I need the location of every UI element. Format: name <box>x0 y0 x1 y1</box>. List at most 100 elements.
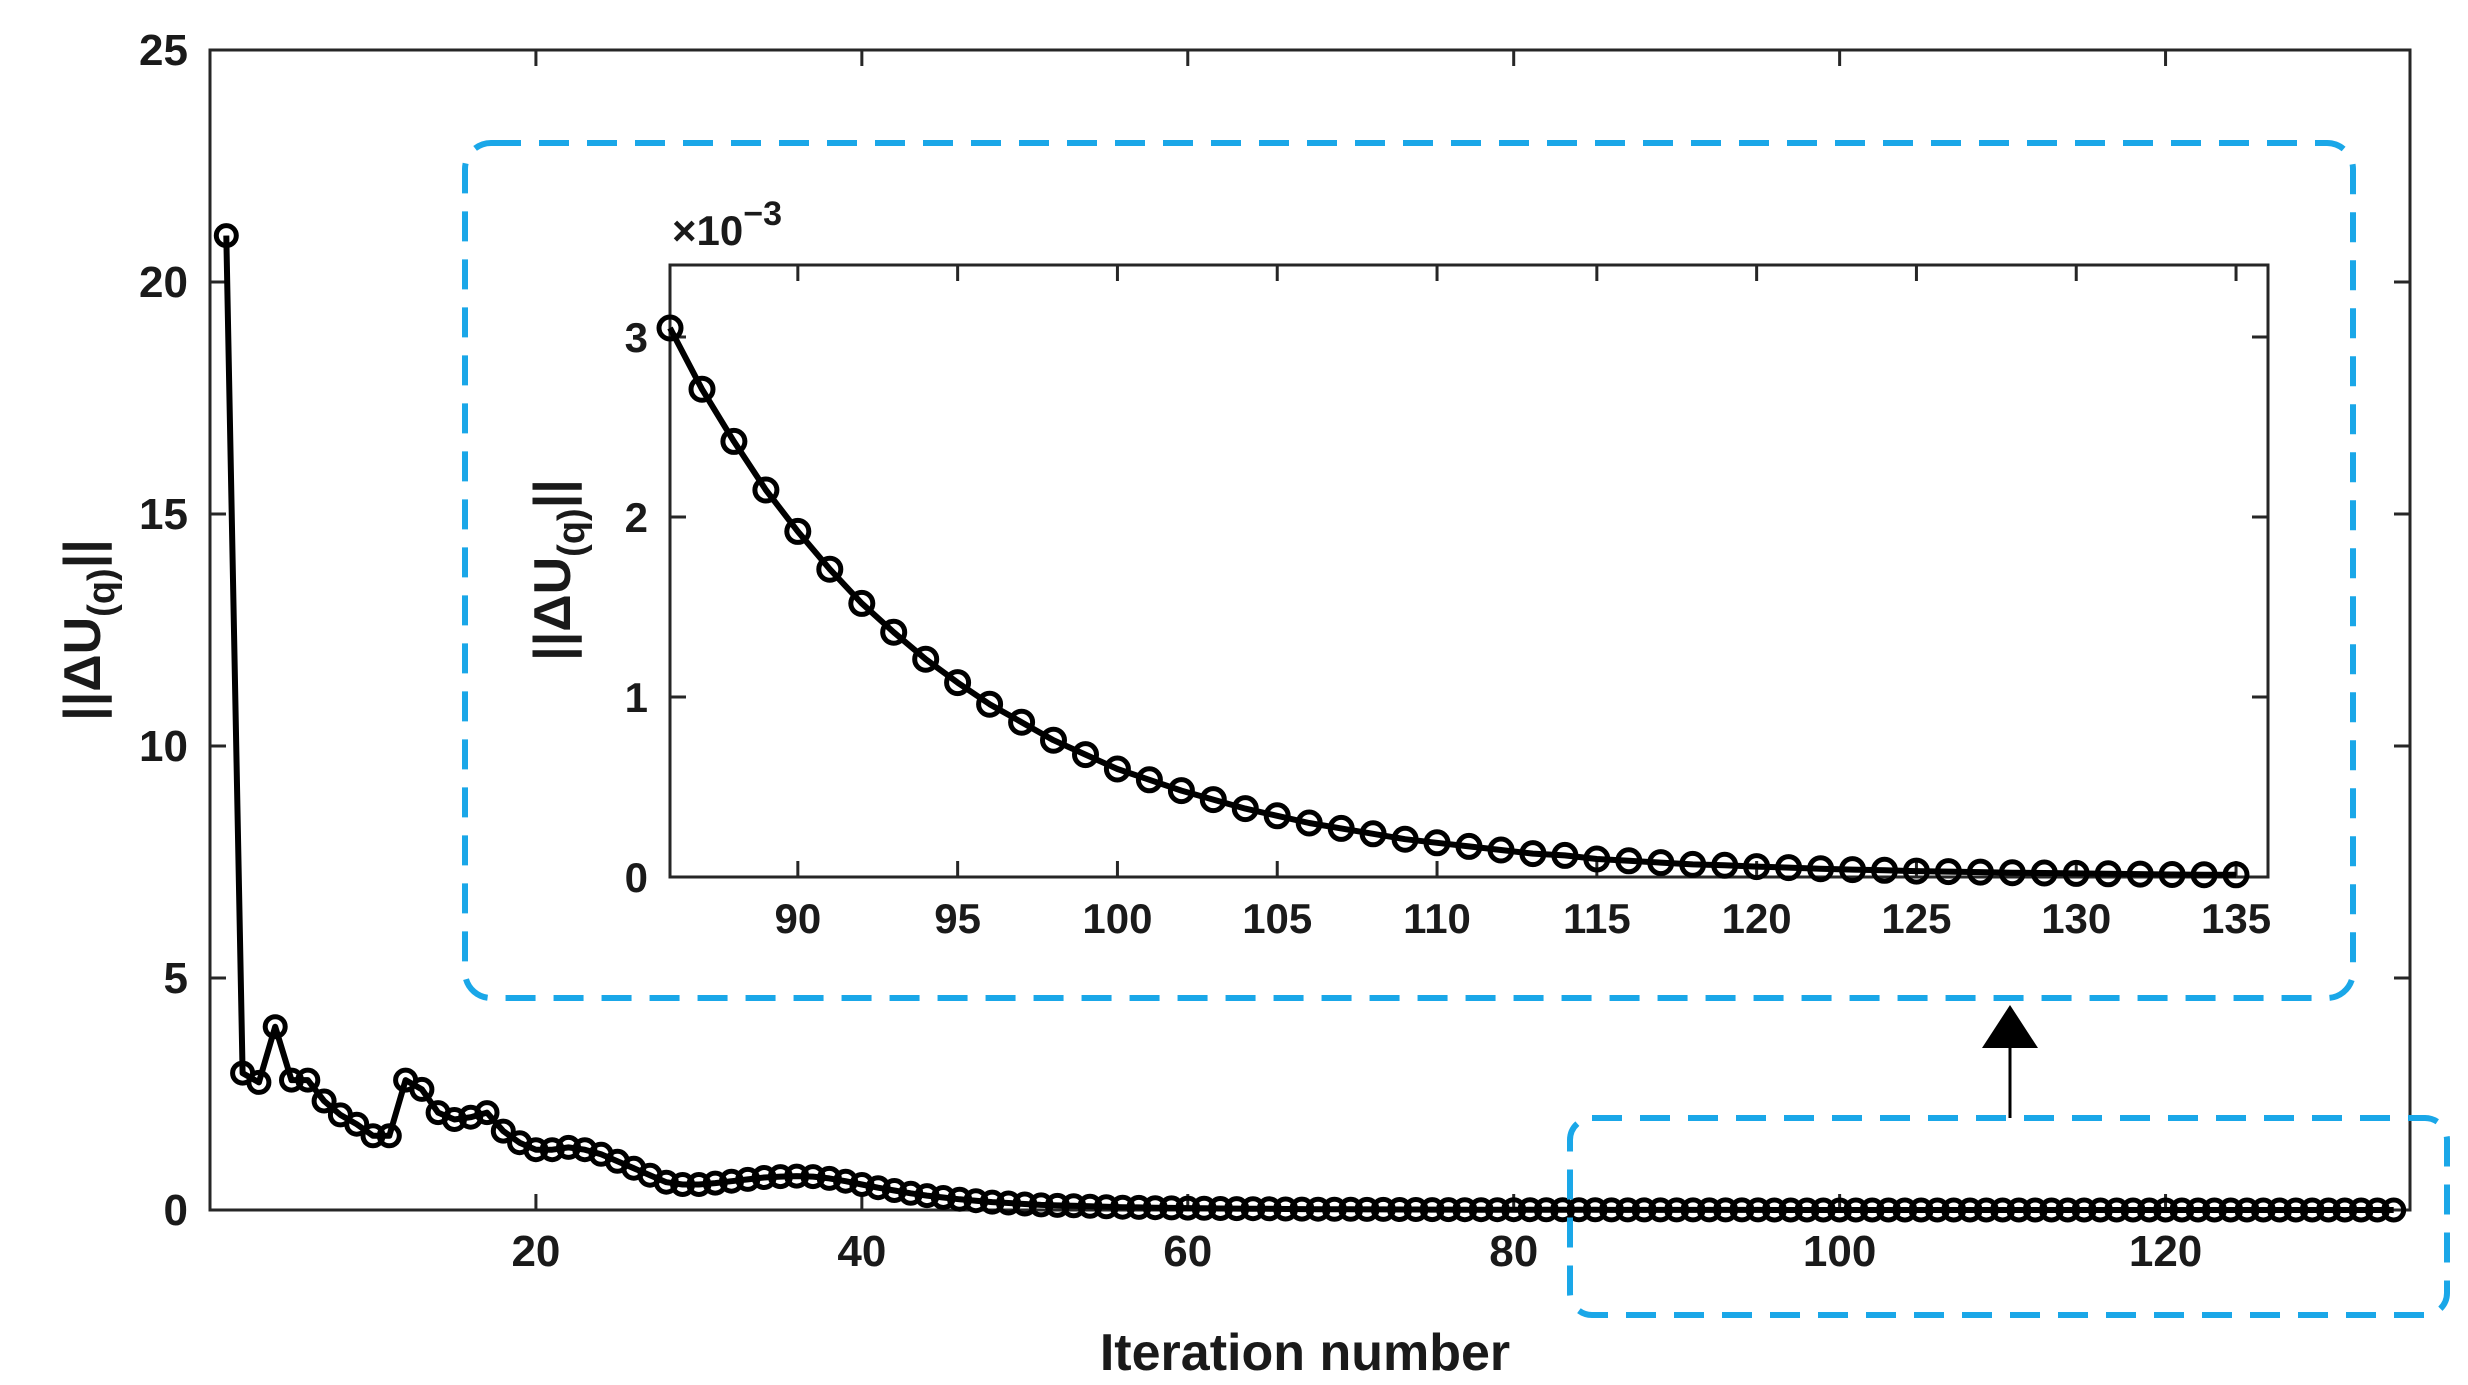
main-data-point <box>1533 1197 1559 1223</box>
main-data-point <box>2299 1197 2325 1223</box>
inset-data-point <box>752 476 780 504</box>
main-data-point <box>1745 1197 1771 1223</box>
main-x-tick-label: 60 <box>1163 1227 1212 1276</box>
main-data-point <box>1338 1196 1364 1222</box>
main-data-point <box>1892 1197 1918 1223</box>
main-data-point <box>376 1123 402 1149</box>
inset-data-point <box>1167 777 1195 805</box>
main-data-point <box>1452 1197 1478 1223</box>
main-data-point <box>2104 1197 2130 1223</box>
zoom-arrow-head <box>1982 1005 2038 1048</box>
main-data-point <box>865 1175 891 1201</box>
main-data-point <box>784 1163 810 1189</box>
inset-data-point <box>1839 856 1866 884</box>
inset-y-tick-label: 0 <box>625 854 648 901</box>
inset-x-tick-label: 135 <box>2201 895 2271 942</box>
main-data-point <box>1110 1194 1136 1220</box>
main-data-point <box>1240 1196 1266 1222</box>
main-data-point <box>767 1164 793 1190</box>
main-data-point <box>1696 1197 1722 1223</box>
main-data-point <box>653 1169 679 1195</box>
main-data-point <box>523 1137 549 1163</box>
inset-data-point <box>2094 860 2122 888</box>
inset-x-tick-label: 110 <box>1403 895 1471 942</box>
main-data-point <box>1794 1197 1820 1223</box>
main-data-point <box>295 1067 321 1093</box>
inset-data-point <box>1711 851 1739 879</box>
main-data-point <box>1827 1197 1853 1223</box>
inset-data-point <box>816 555 844 583</box>
main-data-point <box>2087 1197 2113 1223</box>
inset-x-tick-label: 95 <box>934 895 981 942</box>
main-x-tick-label: 80 <box>1489 1227 1538 1276</box>
inset-y-tick-label: 3 <box>625 314 648 361</box>
main-data-point <box>1256 1196 1282 1222</box>
inset-data-point <box>1231 795 1259 823</box>
main-data-point <box>2006 1197 2032 1223</box>
inset-data-point <box>1455 832 1483 860</box>
main-data-point <box>360 1123 386 1149</box>
main-data-point <box>1973 1197 1999 1223</box>
inset-y-tick-label: 2 <box>625 494 648 541</box>
main-data-point <box>670 1172 696 1197</box>
inset-data-point <box>1519 840 1547 868</box>
inset-x-tick-label: 100 <box>1082 895 1152 942</box>
main-data-point <box>1077 1193 1103 1219</box>
inset-data-point <box>1359 820 1387 848</box>
main-data-point <box>686 1172 712 1197</box>
inset-data-point <box>720 427 748 455</box>
main-data-point <box>702 1170 728 1196</box>
main-data-point <box>1207 1196 1233 1221</box>
inset-data-point <box>976 690 1004 718</box>
main-data-point <box>2185 1197 2211 1223</box>
main-data-point <box>1142 1195 1168 1221</box>
main-data-point <box>539 1137 565 1163</box>
inset-data-point <box>1423 829 1451 857</box>
main-y-tick-label: 0 <box>164 1186 188 1235</box>
main-data-point <box>719 1168 744 1194</box>
main-data-point <box>1680 1197 1706 1223</box>
inset-data-point <box>688 375 716 403</box>
main-y-tick-label: 15 <box>139 490 188 539</box>
main-data-point <box>1305 1196 1331 1222</box>
main-data-point <box>2022 1197 2048 1223</box>
inset-data-point <box>1103 755 1131 783</box>
main-data-point <box>1729 1197 1755 1223</box>
main-data-point <box>2071 1197 2097 1223</box>
main-data-point <box>490 1118 516 1144</box>
inset-data-point <box>1902 857 1930 885</box>
main-data-point <box>2348 1197 2374 1223</box>
inset-data-point <box>1135 766 1163 794</box>
main-data-point <box>1468 1197 1494 1223</box>
inset-x-tick-label: 125 <box>1881 895 1951 942</box>
main-data-point <box>1436 1197 1461 1223</box>
inset-data-point <box>2126 860 2154 888</box>
main-data-point <box>2039 1197 2064 1223</box>
inset-data-point <box>1040 726 1067 754</box>
main-data-point <box>2316 1197 2341 1223</box>
inset-data-point <box>1679 850 1707 878</box>
main-data-point <box>1044 1192 1070 1218</box>
inset-data-point <box>1615 847 1643 875</box>
inset-x-tick-label: 115 <box>1563 895 1631 942</box>
inset-data-point <box>1743 853 1771 881</box>
main-data-point <box>2120 1197 2146 1223</box>
main-data-point <box>1957 1197 1983 1223</box>
main-y-tick-label: 20 <box>139 258 188 307</box>
main-data-point <box>1403 1197 1429 1222</box>
main-data-point <box>1126 1194 1152 1220</box>
inset-data-point <box>2062 859 2090 887</box>
main-data-point <box>2055 1197 2081 1223</box>
main-data-point <box>1599 1197 1624 1223</box>
inset-data-point <box>1391 825 1419 853</box>
main-data-point <box>556 1134 581 1160</box>
main-data-point <box>311 1088 337 1114</box>
main-data-point <box>1387 1197 1413 1222</box>
inset-series <box>656 314 2250 889</box>
main-x-tick-label: 20 <box>511 1227 560 1276</box>
main-data-point <box>1419 1197 1445 1223</box>
main-data-point <box>1550 1197 1576 1223</box>
inset-axes-frame <box>668 263 2270 879</box>
